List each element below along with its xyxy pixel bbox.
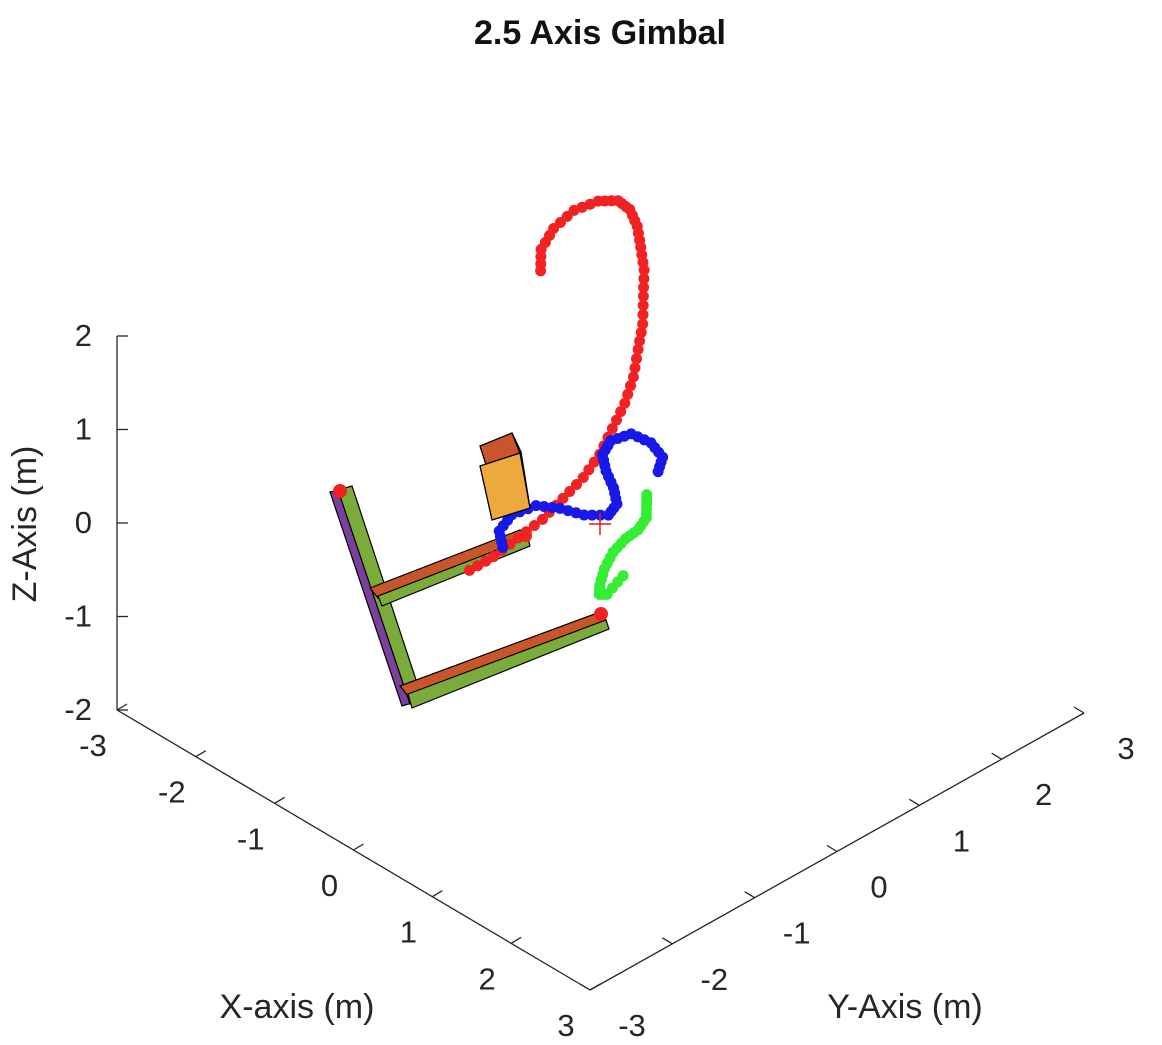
y-tick-label: -2 — [701, 962, 729, 997]
red_trace-point — [520, 526, 532, 538]
red_trace-point — [627, 371, 639, 383]
x-tick-label: 2 — [479, 961, 496, 996]
red_trace-point — [637, 309, 649, 321]
z-axis-label: Z-Axis (m) — [6, 446, 44, 603]
z-tick-label: 0 — [75, 505, 92, 540]
blue_trace-point — [538, 501, 550, 512]
y-tick-mark — [908, 798, 920, 806]
red_trace-point — [632, 344, 644, 355]
red_trace-point — [638, 281, 650, 293]
blue_trace-point — [530, 500, 542, 512]
z-tick-label: 1 — [75, 412, 92, 447]
x-tick-label: 0 — [321, 868, 338, 903]
y-tick-mark — [826, 844, 838, 853]
red_trace-point — [637, 299, 649, 311]
x-tick-label: 1 — [400, 915, 417, 950]
red_trace-point — [634, 335, 646, 347]
x-tick-label: -2 — [158, 775, 186, 810]
blue-trace — [493, 428, 669, 553]
red_trace-point — [606, 423, 618, 435]
chart-title: 2.5 Axis Gimbal — [474, 14, 726, 52]
red_trace-point — [635, 327, 647, 338]
y-tick-label: -1 — [783, 916, 811, 951]
x-ticks: -3 -2 -1 0 1 2 3 — [79, 703, 601, 1043]
red_trace-point — [512, 532, 524, 544]
red_trace-point — [622, 388, 634, 400]
y-tick-label: 1 — [953, 823, 970, 858]
red_trace-point — [557, 492, 569, 504]
vertical-arm-joint — [333, 484, 347, 498]
z-ticks: -2 -1 0 1 2 — [64, 318, 128, 727]
red_trace-point — [638, 273, 650, 285]
blue_trace-point — [652, 466, 664, 478]
red_trace-point — [535, 265, 547, 277]
y-tick-label: 3 — [1117, 731, 1134, 766]
z-tick-label: 2 — [75, 318, 92, 353]
x-axis-label: X-axis (m) — [220, 988, 375, 1026]
green-trace — [593, 489, 653, 600]
y-tick-label: 2 — [1035, 777, 1052, 812]
lower-arm-joint — [594, 607, 608, 621]
payload-front — [479, 452, 531, 521]
red_trace-point — [625, 380, 637, 392]
payload-box — [479, 432, 531, 521]
x-tick-mark — [353, 843, 364, 851]
red_trace-point — [480, 555, 492, 567]
red_trace-point — [619, 397, 631, 409]
blue_trace-point — [546, 502, 558, 513]
y-tick-mark — [744, 891, 756, 899]
target-marker — [589, 513, 611, 535]
x-tick-mark — [274, 796, 286, 804]
red_trace-point — [472, 560, 484, 572]
red_trace-point — [577, 472, 589, 483]
blue_trace-point — [578, 509, 590, 521]
y-axis-label: Y-Axis (m) — [827, 988, 983, 1026]
y-tick-mark — [1073, 706, 1085, 714]
lower-arm-top — [399, 611, 607, 697]
red_trace-point — [629, 362, 641, 374]
red_trace-point — [615, 406, 627, 418]
red_trace-point — [637, 290, 649, 302]
red_trace-point — [611, 414, 622, 426]
x-tick-mark — [431, 890, 443, 898]
y-ticks: -3 -2 -1 0 1 2 3 — [579, 706, 1135, 1043]
red_trace-point — [528, 520, 540, 531]
green_trace-point — [641, 489, 653, 501]
gimbal-model — [329, 484, 610, 709]
red_trace-point — [631, 353, 642, 365]
x-tick-label: -1 — [237, 821, 265, 856]
red_trace-point — [537, 513, 548, 525]
red_trace-point — [583, 464, 595, 476]
red_trace-point — [488, 551, 500, 562]
axes-box — [116, 336, 1085, 991]
y-tick-mark — [579, 983, 591, 991]
red_trace-point — [588, 456, 600, 468]
x-tick-label: -3 — [79, 728, 107, 763]
x-tick-mark — [510, 936, 522, 944]
y-tick-mark — [991, 752, 1003, 760]
y-tick-mark — [661, 937, 673, 945]
red_trace-point — [464, 564, 475, 576]
x-tick-mark — [589, 983, 601, 991]
z-tick-label: -1 — [64, 599, 92, 634]
lower-arm-front — [407, 619, 610, 709]
x-tick-mark — [195, 750, 207, 758]
blue_trace-point — [586, 509, 598, 521]
red_trace-point — [564, 486, 576, 497]
x-tick-label: 3 — [557, 1008, 574, 1043]
y-tick-label: -3 — [618, 1008, 646, 1043]
red-trace — [464, 195, 650, 576]
y-tick-label: 0 — [870, 870, 887, 905]
red_trace-point — [637, 318, 649, 330]
x-tick-mark — [116, 703, 128, 711]
red_trace-point — [571, 479, 582, 490]
z-tick-label: -2 — [64, 692, 92, 727]
